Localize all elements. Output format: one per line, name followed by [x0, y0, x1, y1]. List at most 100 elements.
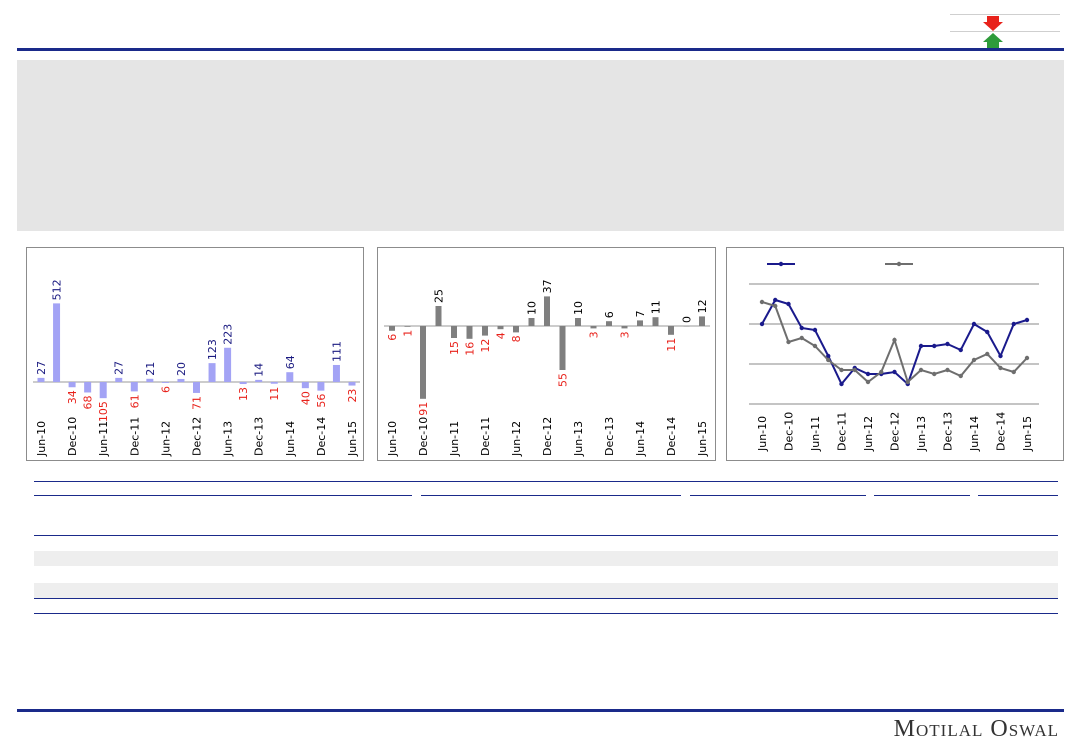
table-group-rule-2 [421, 495, 681, 496]
chart-1-bar [130, 382, 138, 392]
chart-3-tick-label: Jun-12 [862, 416, 875, 452]
chart-1-bar [84, 382, 92, 393]
chart-3-legend-marker-2 [896, 261, 902, 267]
red-down-arrow-icon [983, 16, 1003, 31]
chart-3-point [971, 357, 977, 363]
chart-1-bar [146, 378, 154, 383]
chart-2-tick-label: Jun-11 [448, 421, 461, 457]
chart-3-point [839, 367, 844, 373]
chart-2-data-label: 12 [696, 299, 709, 313]
chart-2-bar [683, 326, 690, 327]
chart-3-tick-label: Dec-10 [783, 412, 796, 451]
header-legend [950, 14, 1060, 50]
chart-2-data-label: 11 [665, 338, 678, 352]
chart-1-tick-label: Dec-13 [253, 417, 266, 456]
chart-2-bar [435, 306, 442, 326]
chart-2-tick-label: Dec-14 [665, 417, 678, 456]
chart-1-bar [224, 347, 232, 383]
chart-3-tick-label: Jun-13 [915, 416, 928, 452]
chart-1-bar [99, 382, 107, 399]
chart-2-bar [544, 296, 550, 326]
chart-3-point [932, 343, 937, 349]
chart-1-data-label: 64 [284, 355, 297, 369]
chart-1-bar [208, 363, 216, 383]
chart-2-data-label: 3 [588, 331, 601, 338]
chart-3-point [826, 357, 831, 363]
chart-1-tick-label: Jun-10 [35, 421, 48, 457]
table-group-rule-4 [874, 495, 970, 496]
chart-3-point [998, 353, 1003, 359]
chart-1-bar [348, 382, 356, 386]
chart-3-point [812, 327, 818, 333]
chart-2-bar [404, 326, 411, 327]
table-row [34, 583, 1058, 598]
chart-2-bar [389, 326, 395, 331]
chart-3-point [786, 339, 791, 345]
chart-2-data-label: 12 [479, 339, 492, 353]
chart-1-tick-label: Dec-12 [191, 417, 204, 456]
chart-2-tick-label: Jun-10 [386, 421, 399, 457]
chart-2-bar [575, 318, 581, 326]
chart-1-bar [301, 382, 309, 389]
chart-3-point [945, 341, 950, 347]
chart-2-box: 6 1 91 25 15 16 12 4 8 10 37 55 10 3 6 3 7 11 11 0 12 Jun-10 D… [377, 247, 716, 461]
chart-2-bar [637, 320, 643, 326]
brand-logo: Motilal Oswal [893, 716, 1059, 742]
chart-3-point [759, 321, 765, 327]
chart-1-bar [37, 377, 45, 383]
chart-3-point [1011, 369, 1016, 375]
chart-2-bar [699, 316, 705, 326]
chart-3-point [865, 379, 871, 385]
chart-3-point [759, 299, 765, 305]
chart-1-tick-label: Jun-14 [284, 421, 297, 457]
chart-1-bar [239, 382, 247, 385]
green-up-arrow-icon [983, 33, 1003, 49]
chart-3-point [812, 343, 818, 349]
chart-3-tick-label: Jun-14 [968, 416, 981, 452]
chart-2-data-label: 3 [619, 331, 632, 338]
chart-2-bar [528, 318, 535, 326]
chart-1-tick-label: Jun-15 [346, 421, 359, 457]
summary-panel [17, 60, 1064, 231]
chart-3-point [799, 335, 804, 341]
chart-2-data-label: 0 [681, 316, 694, 323]
chart-1-data-label: 71 [191, 396, 204, 410]
chart-3-point [773, 303, 778, 309]
chart-2-bar [482, 326, 488, 336]
chart-1-data-label: 14 [253, 363, 266, 377]
chart-3-point [958, 373, 963, 379]
chart-1-data-label: 111 [330, 341, 343, 362]
chart-2-data-label: 10 [526, 301, 539, 315]
chart-2-data-label: 91 [417, 402, 430, 416]
chart-3-tick-label: Dec-12 [889, 412, 902, 451]
chart-3-tick-label: Dec-11 [836, 412, 849, 451]
chart-2-bar [668, 326, 674, 335]
chart-3-point [1011, 321, 1016, 327]
chart-3-point [985, 329, 990, 335]
chart-3-legend-marker-1 [778, 261, 784, 267]
chart-1-data-label: 20 [175, 362, 188, 376]
chart-1-data-label: 34 [66, 390, 79, 404]
chart-2-bar [420, 326, 426, 399]
chart-1-bar [115, 377, 123, 383]
chart-3-point [773, 297, 778, 303]
chart-1-tick-label: Jun-12 [159, 421, 172, 457]
chart-3-tick-label: Jun-15 [1021, 416, 1034, 452]
chart-3-point [932, 371, 937, 377]
chart-3-svg: Jun-10 Dec-10 Jun-11 Dec-11 Jun-12 Dec-12 Jun-… [749, 261, 1039, 452]
chart-3-point [865, 371, 871, 377]
chart-2-bar [621, 326, 628, 329]
chart-3-point [918, 367, 924, 373]
chart-1-bar [286, 372, 294, 383]
table-row [34, 551, 1058, 566]
chart-3-point [826, 353, 831, 359]
chart-1-data-label: 56 [315, 394, 328, 408]
chart-1-data-label: 13 [237, 387, 250, 401]
chart-2-data-label: 1 [402, 330, 415, 337]
chart-2-bar [606, 321, 612, 326]
chart-1-bar [68, 382, 76, 388]
chart-1-tick-label: Jun-13 [222, 421, 235, 457]
chart-3-point [918, 343, 924, 349]
chart-1-bar [161, 382, 169, 383]
chart-3-point [879, 369, 884, 375]
